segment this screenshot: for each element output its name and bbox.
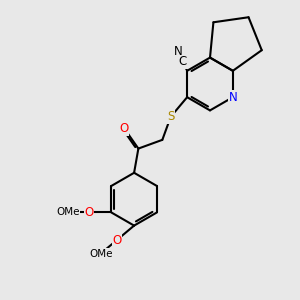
Text: S: S [167, 110, 174, 123]
Text: OMe: OMe [56, 207, 80, 218]
Text: C: C [179, 55, 187, 68]
Text: O: O [120, 122, 129, 135]
Text: O: O [112, 234, 122, 247]
Text: N: N [174, 45, 183, 58]
Text: N: N [229, 91, 237, 104]
Text: OMe: OMe [89, 249, 112, 259]
Text: O: O [84, 206, 93, 219]
